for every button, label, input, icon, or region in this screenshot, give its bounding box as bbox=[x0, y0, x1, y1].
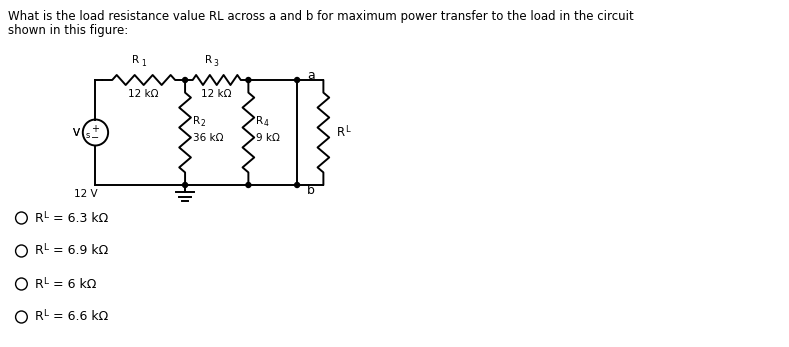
Text: R: R bbox=[205, 55, 212, 65]
Text: L: L bbox=[345, 125, 350, 134]
Text: R: R bbox=[337, 126, 345, 139]
Circle shape bbox=[294, 77, 300, 83]
Text: 36 kΩ: 36 kΩ bbox=[193, 133, 223, 143]
Text: 12 kΩ: 12 kΩ bbox=[129, 89, 159, 99]
Text: 1: 1 bbox=[140, 59, 145, 68]
Text: L: L bbox=[43, 310, 48, 319]
Text: = 6.3 kΩ: = 6.3 kΩ bbox=[49, 212, 108, 225]
Text: 9 kΩ: 9 kΩ bbox=[256, 133, 280, 143]
Text: = 6 kΩ: = 6 kΩ bbox=[49, 278, 96, 290]
Text: What is the load resistance value RL across a and b for maximum power transfer t: What is the load resistance value RL acr… bbox=[8, 10, 634, 23]
Circle shape bbox=[182, 183, 188, 187]
Text: −: − bbox=[92, 133, 99, 143]
Text: R: R bbox=[35, 245, 44, 257]
Text: 3: 3 bbox=[214, 59, 219, 68]
Circle shape bbox=[294, 183, 300, 187]
Text: b: b bbox=[307, 184, 315, 196]
Text: +: + bbox=[92, 124, 99, 134]
Text: R: R bbox=[193, 116, 200, 126]
Text: R: R bbox=[35, 212, 44, 225]
Text: 12 kΩ: 12 kΩ bbox=[201, 89, 232, 99]
Text: shown in this figure:: shown in this figure: bbox=[8, 24, 128, 37]
Text: R: R bbox=[256, 116, 264, 126]
Text: 12 V: 12 V bbox=[74, 189, 98, 199]
Text: V: V bbox=[73, 127, 80, 137]
Text: 2: 2 bbox=[200, 119, 205, 128]
Text: R: R bbox=[35, 278, 44, 290]
Text: V: V bbox=[73, 127, 80, 137]
Text: = 6.6 kΩ: = 6.6 kΩ bbox=[49, 311, 108, 323]
Text: L: L bbox=[43, 277, 48, 286]
Text: L: L bbox=[43, 244, 48, 253]
Circle shape bbox=[246, 77, 251, 83]
Circle shape bbox=[246, 183, 251, 187]
Text: = 6.9 kΩ: = 6.9 kΩ bbox=[49, 245, 108, 257]
Text: a: a bbox=[307, 68, 315, 82]
Text: s: s bbox=[86, 131, 90, 140]
Text: L: L bbox=[43, 211, 48, 220]
Text: R: R bbox=[133, 55, 140, 65]
Circle shape bbox=[182, 77, 188, 83]
Text: R: R bbox=[35, 311, 44, 323]
Text: 4: 4 bbox=[264, 119, 269, 128]
